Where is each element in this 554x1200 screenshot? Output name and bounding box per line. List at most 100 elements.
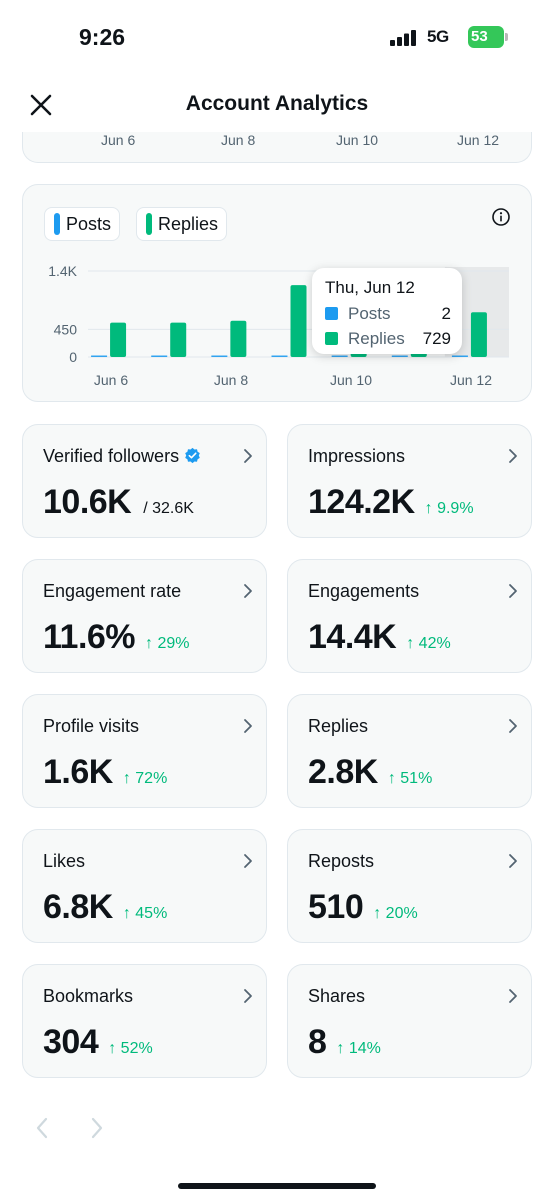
metric-label-text: Bookmarks	[43, 986, 134, 1006]
metric-value-row: 6.8K ↑ 45%	[43, 888, 167, 927]
metric-value-row: 124.2K ↑ 9.9%	[308, 483, 474, 522]
metric-value-row: 10.6K / 32.6K	[43, 483, 194, 522]
bar-posts	[331, 355, 348, 357]
metric-delta: ↑ 20%	[373, 905, 418, 922]
chevron-right-icon	[509, 854, 517, 868]
activity-chart-card: 0 450 1.4K Jun 6 Jun 8 Jun 10 Jun 12 Posts Rep…	[22, 184, 532, 402]
metric-delta: ↑ 52%	[108, 1040, 153, 1057]
legend-posts[interactable]: Posts	[44, 207, 121, 241]
metric-label-text: Replies	[308, 716, 369, 736]
top-chart-tick: Jun 8	[221, 132, 256, 148]
chevron-right-icon	[509, 449, 517, 463]
metric-value-row: 510 ↑ 20%	[308, 888, 418, 927]
chevron-right-icon	[509, 989, 517, 1003]
metric-value: 14.4K	[308, 618, 397, 656]
metric-total: / 32.6K	[143, 500, 194, 517]
info-icon[interactable]	[491, 207, 511, 227]
bar-posts	[211, 355, 228, 357]
battery-icon: 53	[468, 26, 508, 48]
metric-label: Likes	[43, 851, 85, 872]
y-tick-label: 450	[54, 321, 78, 337]
header: Account Analytics	[0, 80, 554, 132]
status-bar: 9:26 5G 53	[0, 0, 554, 70]
tooltip-value: 729	[422, 329, 451, 348]
metric-label-text: Reposts	[308, 851, 375, 871]
metric-card[interactable]: Profile visits 1.6K ↑ 72%	[22, 694, 267, 808]
metric-card[interactable]: Likes 6.8K ↑ 45%	[22, 829, 267, 943]
metric-label-text: Verified followers	[43, 446, 180, 466]
metric-value: 1.6K	[43, 753, 113, 791]
metric-label: Replies	[308, 716, 368, 737]
signal-icon	[390, 30, 416, 46]
chevron-right-icon	[244, 449, 252, 463]
next-page-icon[interactable]	[89, 1116, 105, 1140]
status-time: 9:26	[79, 24, 126, 50]
metric-delta: ↑ 45%	[122, 905, 168, 922]
tooltip-row-posts: Posts 2	[325, 304, 451, 324]
metric-label: Engagements	[308, 581, 419, 602]
network-type: 5G	[427, 27, 449, 46]
battery-tip	[505, 33, 508, 41]
legend-swatch-replies	[146, 213, 152, 235]
metric-label: Profile visits	[43, 716, 139, 737]
bar-replies	[470, 312, 487, 357]
bar-posts	[151, 355, 168, 357]
bar-posts	[391, 355, 408, 357]
metric-value: 8	[308, 1023, 327, 1061]
chevron-right-icon	[244, 989, 252, 1003]
close-icon[interactable]	[26, 90, 56, 120]
tooltip-label: Replies	[348, 329, 405, 348]
metric-card[interactable]: Bookmarks 304 ↑ 52%	[22, 964, 267, 1078]
bar-posts	[91, 355, 108, 357]
metric-value-row: 304 ↑ 52%	[43, 1023, 153, 1062]
x-tick-label: Jun 8	[214, 372, 248, 388]
chart-tooltip: Thu, Jun 12 Posts 2 Replies 729	[312, 268, 462, 354]
legend-label: Posts	[66, 213, 112, 234]
metric-card[interactable]: Engagements 14.4K ↑ 42%	[287, 559, 532, 673]
bar-replies	[110, 322, 127, 357]
top-chart-tick: Jun 12	[457, 132, 500, 148]
chevron-right-icon	[244, 854, 252, 868]
metric-card[interactable]: Replies 2.8K ↑ 51%	[287, 694, 532, 808]
metric-label-text: Profile visits	[43, 716, 140, 736]
metric-value: 6.8K	[43, 888, 113, 926]
metric-value-row: 11.6% ↑ 29%	[43, 618, 190, 657]
tooltip-swatch-posts	[325, 307, 338, 320]
legend-replies[interactable]: Replies	[136, 207, 228, 241]
x-tick-label: Jun 10	[330, 372, 372, 388]
metric-label-text: Impressions	[308, 446, 406, 466]
legend-label: Replies	[158, 213, 219, 234]
metric-label: Bookmarks	[43, 986, 133, 1007]
top-chart-tick: Jun 6	[101, 132, 136, 148]
metric-value: 510	[308, 888, 364, 926]
legend-swatch-posts	[54, 213, 60, 235]
bar-replies	[290, 285, 307, 357]
metric-label-text: Engagement rate	[43, 581, 182, 601]
metric-card[interactable]: Reposts 510 ↑ 20%	[287, 829, 532, 943]
metric-delta: ↑ 51%	[387, 770, 433, 787]
battery-level: 53	[468, 26, 504, 48]
metric-delta: ↑ 29%	[145, 635, 190, 652]
metric-card[interactable]: Shares 8 ↑ 14%	[287, 964, 532, 1078]
metric-delta: ↑ 72%	[122, 770, 168, 787]
metric-value-row: 1.6K ↑ 72%	[43, 753, 167, 792]
metric-label: Impressions	[308, 446, 405, 467]
tooltip-swatch-replies	[325, 332, 338, 345]
bar-replies	[170, 322, 187, 357]
metric-card[interactable]: Impressions 124.2K ↑ 9.9%	[287, 424, 532, 538]
previous-page-icon[interactable]	[34, 1116, 50, 1140]
metric-delta: ↑ 42%	[406, 635, 451, 652]
metric-value: 124.2K	[308, 483, 415, 521]
metric-label: Reposts	[308, 851, 374, 872]
x-tick-label: Jun 12	[450, 372, 492, 388]
chevron-right-icon	[509, 584, 517, 598]
metric-card[interactable]: Engagement rate 11.6% ↑ 29%	[22, 559, 267, 673]
bar-replies	[230, 320, 247, 357]
chevron-right-icon	[244, 584, 252, 598]
bar-posts	[451, 355, 468, 357]
page-title: Account Analytics	[185, 92, 369, 115]
y-tick-label: 0	[69, 349, 77, 365]
metric-label-text: Shares	[308, 986, 366, 1006]
metric-card[interactable]: Verified followers 10.6K / 32.6K	[22, 424, 267, 538]
metric-label: Verified followers	[43, 446, 201, 467]
